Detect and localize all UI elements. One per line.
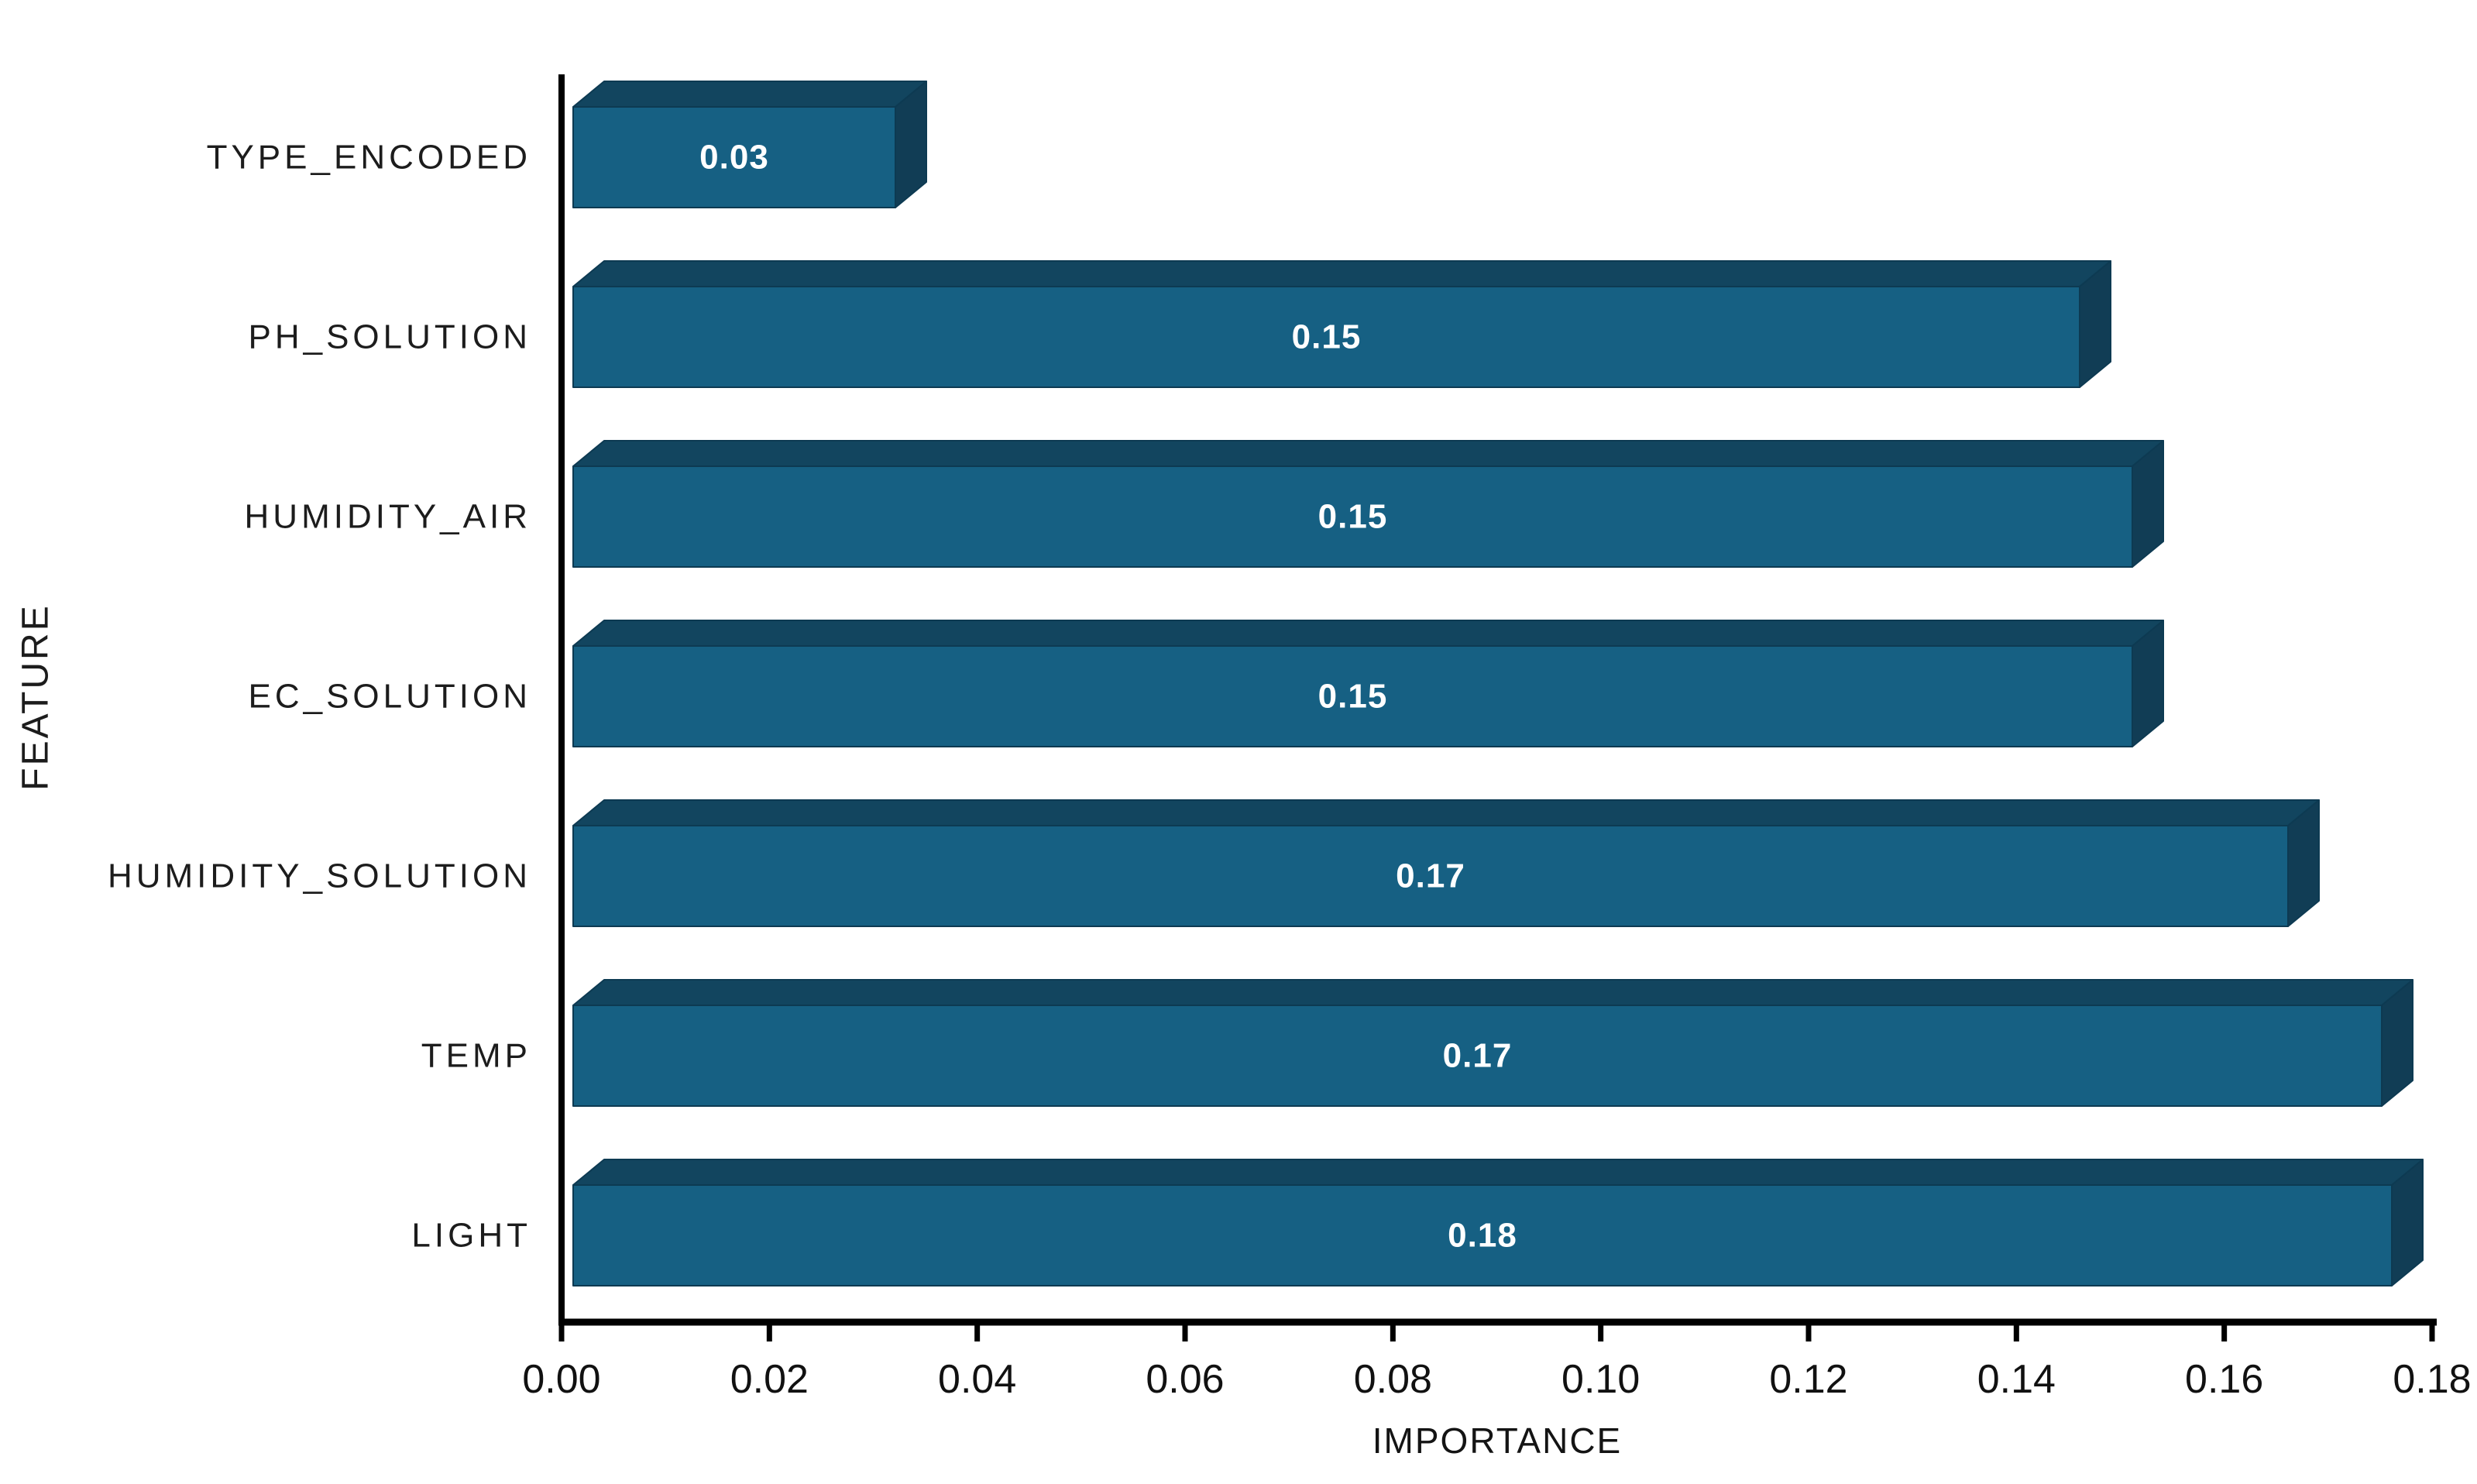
x-tick-label: 0.02	[730, 1357, 809, 1402]
bar-top-face	[572, 1159, 2424, 1186]
x-tick-label: 0.18	[2393, 1357, 2471, 1402]
bar-top-face	[572, 620, 2164, 647]
x-axis-title: IMPORTANCE	[1372, 1420, 1623, 1461]
bar-front-face	[572, 286, 2080, 388]
x-tick-label: 0.14	[1977, 1357, 2056, 1402]
bar-top-face	[572, 440, 2164, 467]
x-tick-label: 0.10	[1561, 1357, 1640, 1402]
x-tick-label: 0.06	[1146, 1357, 1224, 1402]
bar-value-label: 0.17	[1443, 1037, 1513, 1075]
bar-front-face	[572, 1005, 2383, 1107]
x-tick-label: 0.00	[522, 1357, 600, 1402]
bar-front-face	[572, 106, 896, 208]
y-tick-label: HUMIDITY_SOLUTION	[108, 857, 531, 895]
bar-front-face	[572, 825, 2289, 927]
bar-front-face	[572, 465, 2133, 568]
x-tick-label: 0.16	[2185, 1357, 2263, 1402]
y-axis-title: FEATURE	[15, 603, 57, 791]
bar-top-face	[572, 81, 927, 108]
y-tick-label: TEMP	[421, 1037, 531, 1075]
bar-value-label: 0.15	[1318, 498, 1388, 536]
x-tick-label: 0.08	[1354, 1357, 1432, 1402]
bar-value-label: 0.15	[1318, 678, 1388, 716]
bar-value-label: 0.03	[699, 139, 769, 177]
bar-value-label: 0.18	[1448, 1217, 1517, 1255]
bar-value-label: 0.17	[1396, 857, 1465, 895]
bar-top-face	[572, 260, 2111, 287]
x-tick-label: 0.04	[938, 1357, 1016, 1402]
bar-top-face	[572, 979, 2413, 1006]
bar-value-label: 0.15	[1292, 318, 1362, 356]
y-tick-label: TYPE_ENCODED	[207, 139, 531, 177]
bar-front-face	[572, 1184, 2393, 1286]
y-tick-label: PH_SOLUTION	[248, 318, 531, 356]
bar-front-face	[572, 645, 2133, 747]
bar-top-face	[572, 799, 2320, 826]
y-tick-label: LIGHT	[411, 1217, 531, 1255]
x-tick-label: 0.12	[1769, 1357, 1847, 1402]
y-tick-label: EC_SOLUTION	[248, 678, 531, 716]
y-tick-label: HUMIDITY_AIR	[245, 498, 531, 536]
